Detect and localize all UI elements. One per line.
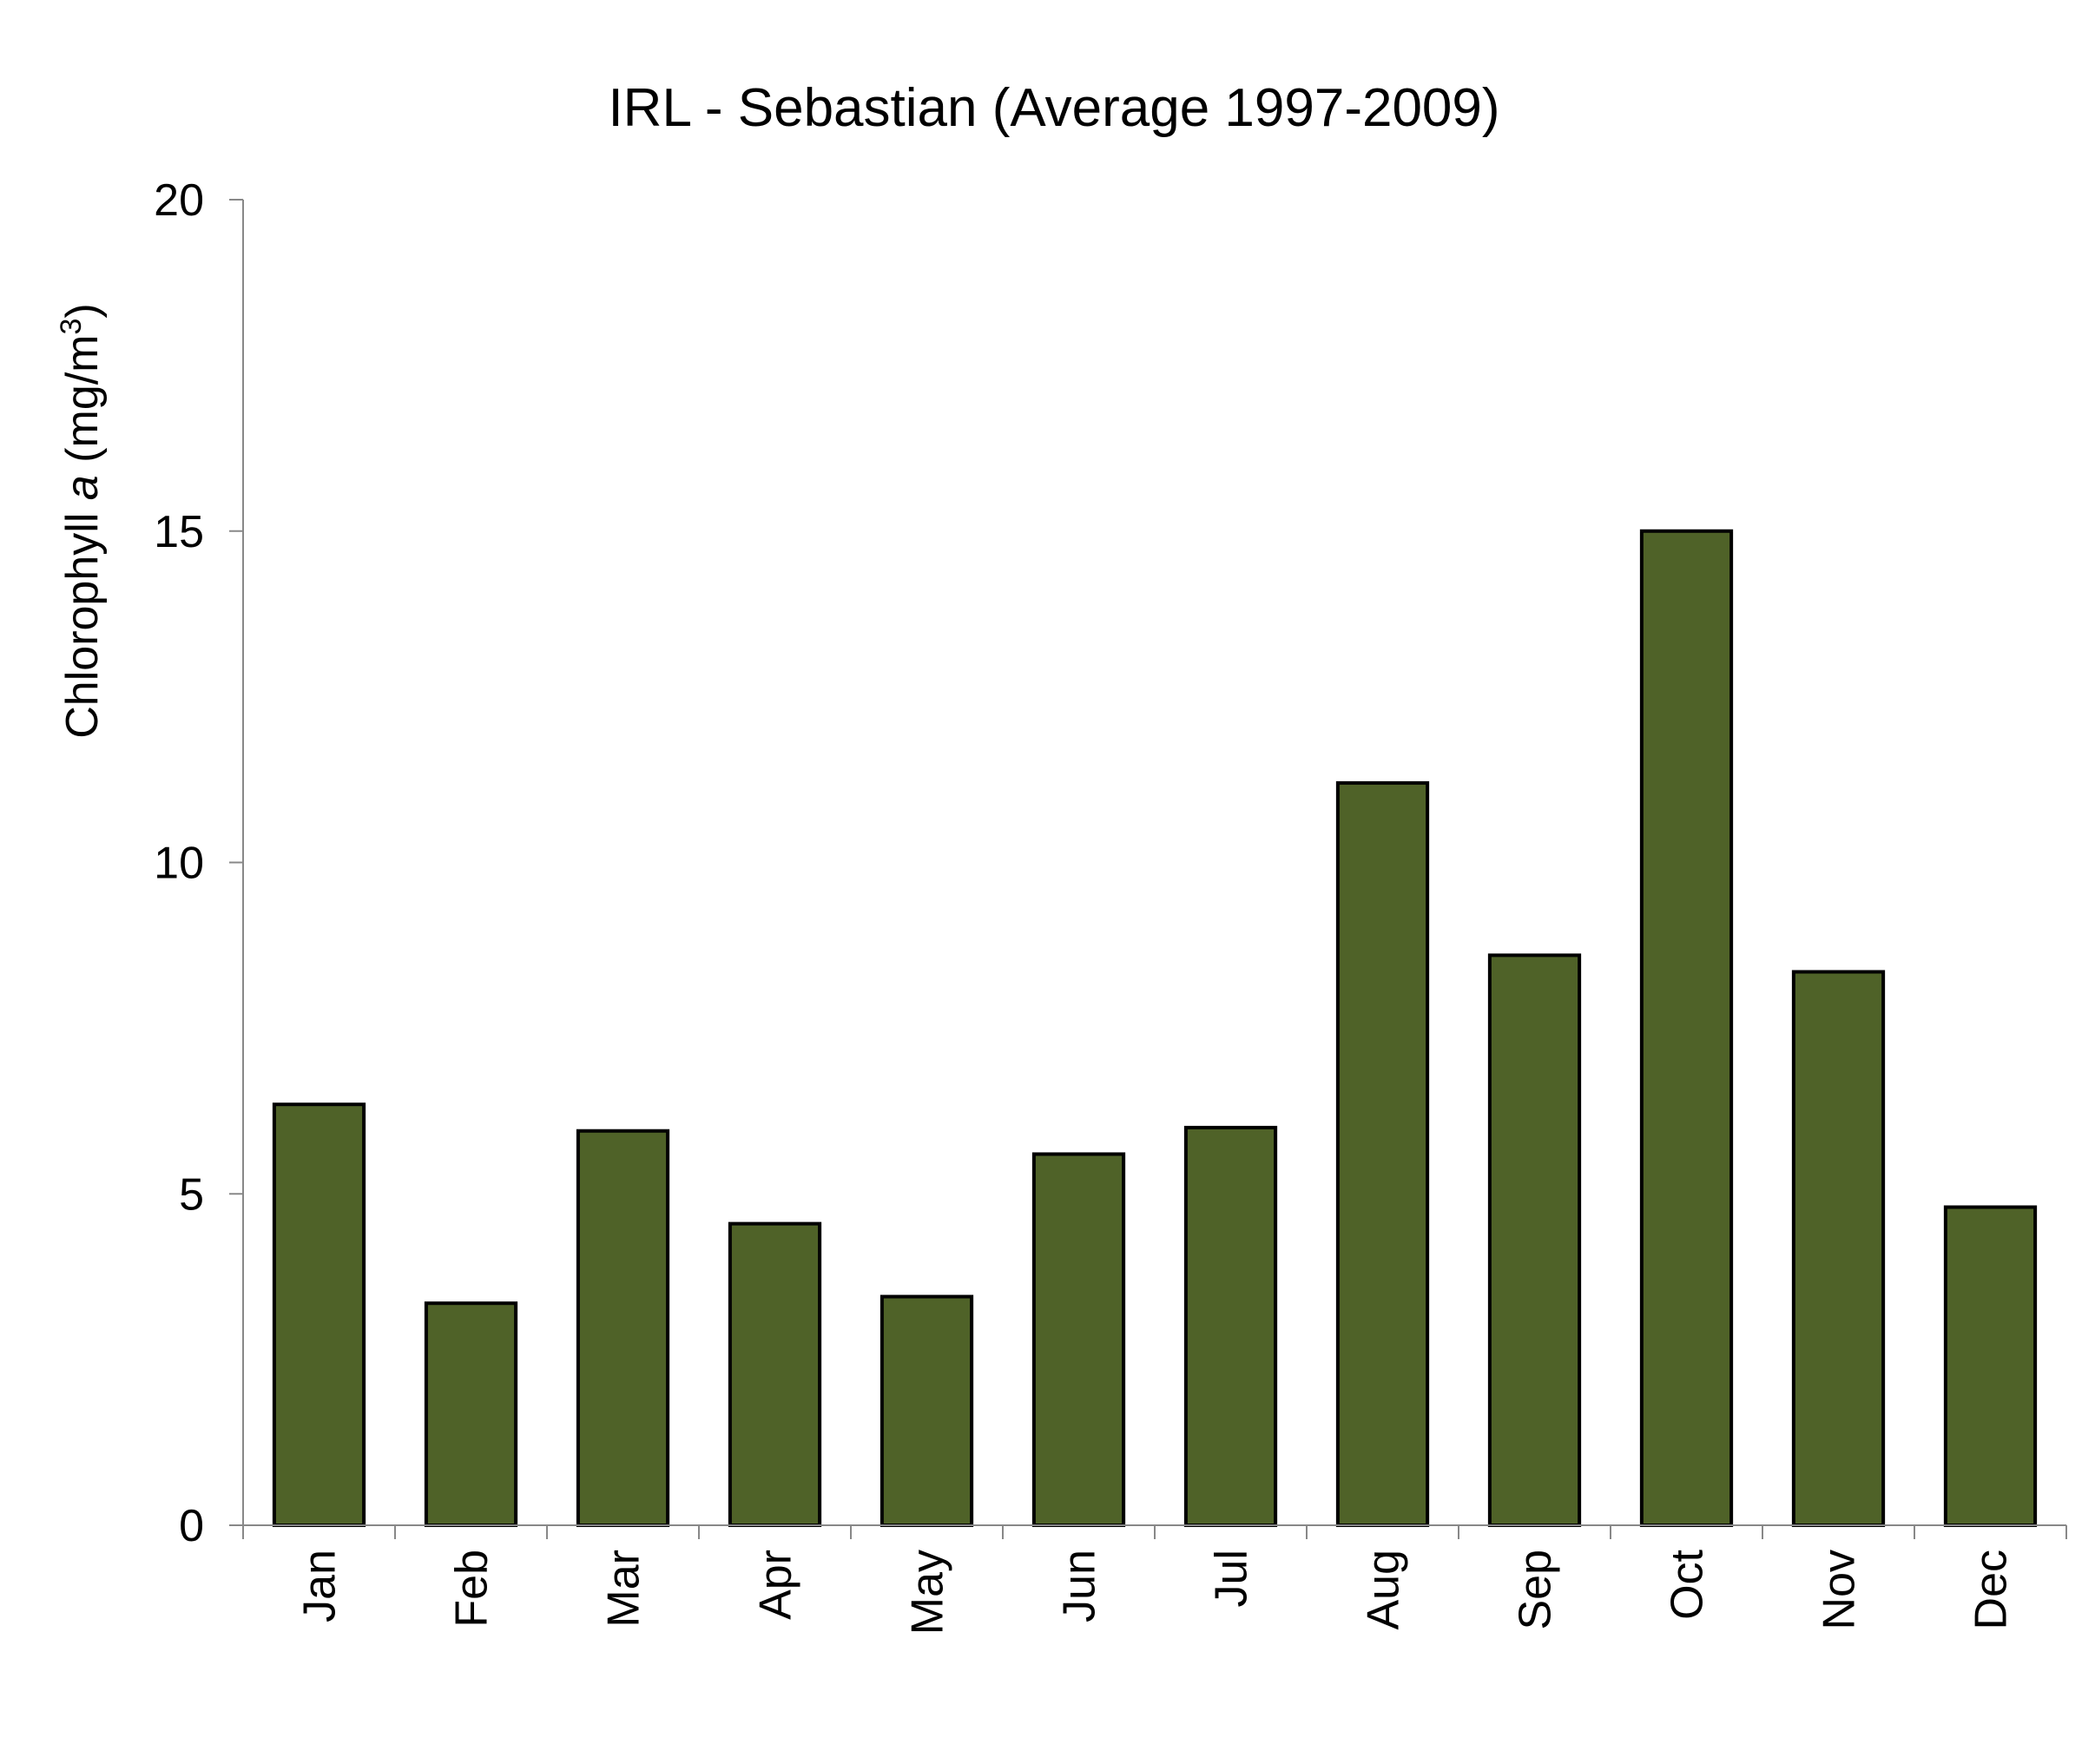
x-axis: Jan Feb Mar Apr May Jun Jul Aug Sep Oct Nov Dec [242,1524,2067,1635]
x-tick-label: Jun [1055,1550,1105,1622]
y-axis-label-prefix: Chlorophyll [57,500,108,739]
x-tick-label: Nov [1815,1550,1865,1629]
x-tick-label: Mar [599,1550,649,1628]
bar-nov [1791,970,1886,1528]
x-tick-label: Sep [1511,1550,1561,1630]
svg-text:Chlorophyll a (mg/m3): Chlorophyll a (mg/m3) [55,303,108,739]
y-tick-label: 10 [154,839,204,889]
bar-jul [1183,1125,1278,1528]
x-tick-label: Jul [1207,1550,1257,1607]
x-tick-label: Apr [751,1550,801,1620]
bar-apr [728,1221,822,1528]
y-tick-label: 0 [179,1501,204,1551]
bar-mar [576,1129,670,1528]
x-tick-label: May [903,1550,953,1635]
bar-aug [1335,780,1430,1527]
bars-group [272,529,2038,1528]
bar-dec [1943,1205,2038,1528]
y-axis-label-italic: a [57,475,108,500]
y-axis-label-unit: (mg/m [57,334,108,475]
y-tick-label: 15 [154,507,204,557]
bar-feb [424,1301,518,1528]
chart-title: IRL - Sebastian (Average 1997-2009) [608,78,1499,138]
y-tick-label: 5 [179,1169,204,1220]
bar-jan [272,1102,366,1527]
y-axis: 0 5 10 15 20 [154,175,244,1551]
y-axis-label-superscript: 3 [55,319,88,335]
x-tick-label: Jan [295,1550,346,1622]
x-tick-label: Dec [1967,1550,2017,1629]
x-tick-label: Feb [447,1550,497,1628]
y-axis-label: Chlorophyll a (mg/m3) [55,303,108,739]
x-tick-label: Oct [1663,1549,1713,1619]
y-tick-label: 20 [154,175,204,226]
bar-oct [1639,529,1734,1527]
bar-jun [1031,1152,1126,1527]
bar-sep [1487,953,1582,1527]
bar-may [880,1294,974,1528]
y-axis-label-close: ) [57,303,108,318]
x-tick-label: Aug [1359,1550,1409,1630]
